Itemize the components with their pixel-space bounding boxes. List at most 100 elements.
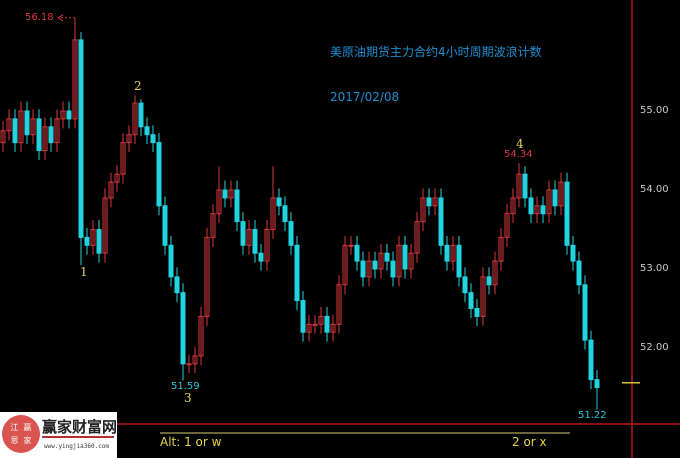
- candle-up: [264, 229, 270, 262]
- wave-label-4: 4: [516, 137, 524, 151]
- candle-up: [432, 197, 438, 207]
- candle-up: [228, 189, 234, 199]
- candle-up: [408, 252, 414, 270]
- alt-count-left: Alt: 1 or w: [160, 435, 222, 449]
- candle-up: [318, 315, 324, 325]
- candle-up: [348, 244, 354, 247]
- candle-down: [582, 284, 588, 341]
- candle-up: [108, 181, 114, 199]
- candle-down: [540, 205, 546, 215]
- candle-down: [468, 292, 474, 310]
- candle-up: [342, 244, 348, 286]
- wave-label-2: 2: [134, 79, 142, 93]
- candle-down: [222, 189, 228, 199]
- candle-down: [258, 252, 264, 262]
- candle-up: [18, 110, 24, 144]
- candle-up: [0, 130, 6, 144]
- candle-up: [336, 284, 342, 325]
- candle-down: [84, 236, 90, 246]
- candle-up: [90, 229, 96, 246]
- candle-down: [426, 197, 432, 207]
- y-tick-label: 55.00: [640, 105, 669, 116]
- candle-up: [534, 205, 540, 215]
- candle-down: [402, 244, 408, 270]
- candle-up: [6, 118, 12, 132]
- candle-down: [12, 118, 18, 144]
- seal-char: 江: [10, 423, 19, 432]
- candle-down: [360, 260, 366, 278]
- candle-down: [456, 244, 462, 278]
- candle-down: [324, 315, 330, 333]
- candle-down: [48, 126, 54, 144]
- candle-up: [42, 126, 48, 152]
- seal-char: 赢: [23, 423, 32, 432]
- candle-up: [54, 118, 60, 144]
- alt-count-right: 2 or x: [512, 435, 547, 449]
- candle-up: [492, 260, 498, 286]
- candle-down: [96, 229, 102, 254]
- candle-down: [36, 118, 42, 152]
- candle-down: [144, 126, 150, 136]
- candle-down: [252, 229, 258, 254]
- candle-up: [186, 363, 192, 366]
- candle-up: [420, 197, 426, 223]
- candle-up: [480, 276, 486, 317]
- seal-char: 恩: [10, 436, 19, 445]
- candle-down: [294, 244, 300, 302]
- candle-up: [306, 323, 312, 333]
- candle-up: [216, 189, 222, 215]
- logo-divider: [42, 436, 114, 438]
- candle-down: [156, 142, 162, 207]
- candle-up: [30, 118, 36, 136]
- candle-down: [138, 102, 144, 128]
- candle-up: [504, 213, 510, 238]
- candle-up: [204, 236, 210, 317]
- candle-down: [522, 173, 528, 199]
- candle-down: [282, 205, 288, 223]
- candle-down: [180, 292, 186, 365]
- candle-down: [552, 189, 558, 207]
- candle-down: [150, 134, 156, 144]
- low-price-label: 51.59: [171, 381, 200, 392]
- candle-down: [588, 339, 594, 381]
- candle-up: [102, 197, 108, 254]
- seal-char: 家: [23, 436, 32, 445]
- y-tick-label: 53.00: [640, 263, 669, 274]
- candle-up: [132, 102, 138, 136]
- candle-down: [240, 221, 246, 246]
- candle-down: [288, 221, 294, 246]
- candle-up: [60, 110, 66, 120]
- candle-down: [438, 197, 444, 246]
- logo-url: www.yingjia360.com: [44, 443, 110, 450]
- high-price-label: 56.18: [25, 12, 54, 23]
- candle-up: [210, 213, 216, 238]
- candle-up: [72, 39, 78, 120]
- candle-up: [558, 181, 564, 207]
- logo-name: 赢家财富网: [42, 418, 118, 436]
- candle-down: [168, 244, 174, 278]
- candle-down: [570, 244, 576, 262]
- candle-up: [366, 260, 372, 278]
- candle-up: [126, 134, 132, 144]
- candle-down: [462, 276, 468, 294]
- candle-down: [486, 276, 492, 286]
- candle-up: [114, 173, 120, 183]
- candle-down: [234, 189, 240, 223]
- wave-label-3: 3: [184, 391, 192, 405]
- candle-down: [390, 260, 396, 278]
- candle-down: [354, 244, 360, 262]
- candle-up: [546, 189, 552, 215]
- candle-up: [312, 323, 318, 326]
- candle-down: [24, 110, 30, 136]
- candle-down: [474, 308, 480, 317]
- candle-up: [510, 197, 516, 215]
- candle-down: [78, 39, 84, 238]
- candle-down: [576, 260, 582, 286]
- candle-up: [198, 315, 204, 357]
- candle-up: [450, 244, 456, 262]
- candle-down: [66, 110, 72, 120]
- candle-down: [384, 252, 390, 262]
- candle-up: [192, 355, 198, 365]
